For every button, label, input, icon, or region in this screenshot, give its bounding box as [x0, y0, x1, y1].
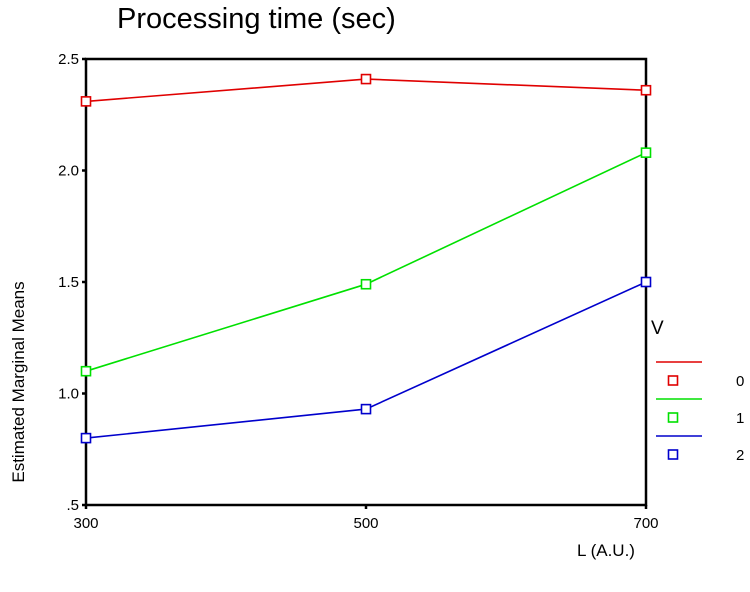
series-2-line — [85, 281, 647, 439]
chart-title: Processing time (sec) — [117, 3, 396, 35]
y-axis: .5 1.0 1.5 2.0 2.5 — [58, 51, 86, 514]
legend-marker-1 — [667, 412, 679, 423]
legend-label-0: 0 — [736, 373, 744, 390]
series-2-marker — [80, 432, 92, 444]
y-axis-label: Estimated Marginal Means — [9, 281, 28, 482]
series-0-marker — [640, 84, 652, 96]
series-0-marker — [360, 73, 372, 85]
y-tick-label: 1.0 — [58, 386, 79, 403]
x-tick-label: 500 — [353, 515, 378, 532]
series-2-marker — [360, 403, 372, 415]
series-1-marker — [640, 147, 652, 158]
x-axis-label: L (A.U.) — [577, 541, 635, 560]
legend-marker-2 — [667, 449, 679, 460]
legend-title: V — [651, 318, 664, 339]
legend-label-1: 1 — [736, 410, 744, 427]
series-0-marker — [80, 96, 92, 107]
legend-marker-0 — [667, 375, 679, 386]
x-axis: 300 500 700 — [73, 505, 659, 532]
series-layer — [80, 73, 652, 444]
y-tick-label: 2.0 — [58, 163, 79, 180]
y-tick-label: .5 — [66, 497, 79, 514]
series-2-marker — [640, 276, 652, 288]
series-1-marker — [80, 365, 92, 377]
x-tick-label: 300 — [73, 515, 98, 532]
series-1-line — [85, 151, 647, 372]
y-tick-label: 2.5 — [58, 51, 79, 68]
y-tick-label: 1.5 — [58, 274, 79, 291]
series-1-marker — [360, 278, 372, 290]
x-tick-label: 700 — [633, 515, 658, 532]
legend: V 0 1 2 — [651, 318, 744, 464]
legend-label-2: 2 — [736, 447, 744, 464]
